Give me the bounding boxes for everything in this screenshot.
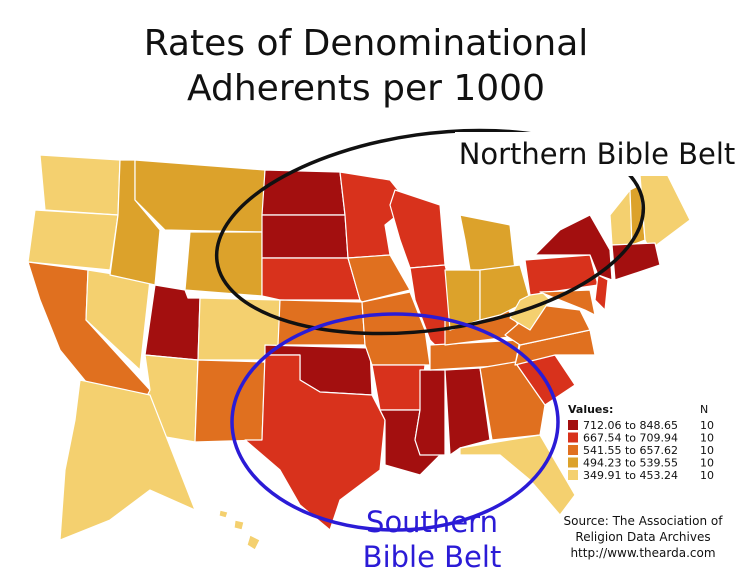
legend-count: 10 [700, 457, 714, 470]
state [59, 379, 196, 541]
title-line: Rates of Denominational [144, 23, 589, 64]
legend-label: 349.91 to 453.24 [583, 469, 678, 482]
state [261, 257, 361, 301]
state [246, 534, 261, 551]
legend-label: 667.54 to 709.94 [583, 432, 678, 445]
state [39, 154, 121, 216]
northern-ellipse [214, 128, 646, 336]
legend-count: 10 [700, 469, 714, 482]
legend-count: 10 [700, 419, 714, 432]
southern-label: Bible Belt [363, 540, 502, 574]
state [184, 231, 263, 297]
state [371, 364, 426, 411]
state [347, 254, 411, 303]
state [261, 169, 346, 216]
state [218, 509, 229, 519]
state [194, 359, 266, 443]
legend-label: 494.23 to 539.55 [583, 457, 678, 470]
legend-label: 712.06 to 848.65 [583, 419, 678, 432]
source-line: Religion Data Archives [575, 530, 710, 544]
state [514, 329, 596, 366]
southern-label: Southern [366, 505, 498, 539]
state [261, 214, 349, 259]
southern-ellipse [230, 312, 560, 532]
state [444, 367, 491, 456]
state [244, 354, 386, 531]
state [594, 274, 609, 311]
legend-swatch [568, 445, 578, 455]
states [27, 154, 691, 551]
northern-label: Northern Bible Belt [459, 137, 736, 171]
state [479, 361, 546, 441]
legend-count: 10 [700, 444, 714, 457]
source-line: Source: The Association of [564, 514, 724, 528]
legend: 712.06 to 848.65 10 667.54 to 709.94 10 541.… [568, 419, 714, 482]
legend-label: 541.55 to 657.62 [583, 444, 678, 457]
state [339, 171, 411, 259]
legend-swatch [568, 470, 578, 480]
legend-swatch [568, 420, 578, 430]
state [459, 434, 576, 516]
legend-count: 10 [700, 432, 714, 445]
state [233, 519, 245, 531]
legend-swatch [568, 457, 578, 468]
label-backdrop [455, 132, 743, 176]
source-line: http://www.thearda.com [570, 546, 715, 560]
legend-heading: Values: [568, 403, 613, 416]
title-line: Adherents per 1000 [187, 68, 545, 109]
legend-count-heading: N [700, 403, 708, 416]
state [414, 369, 446, 456]
state [27, 209, 119, 271]
legend-swatch [568, 432, 578, 443]
